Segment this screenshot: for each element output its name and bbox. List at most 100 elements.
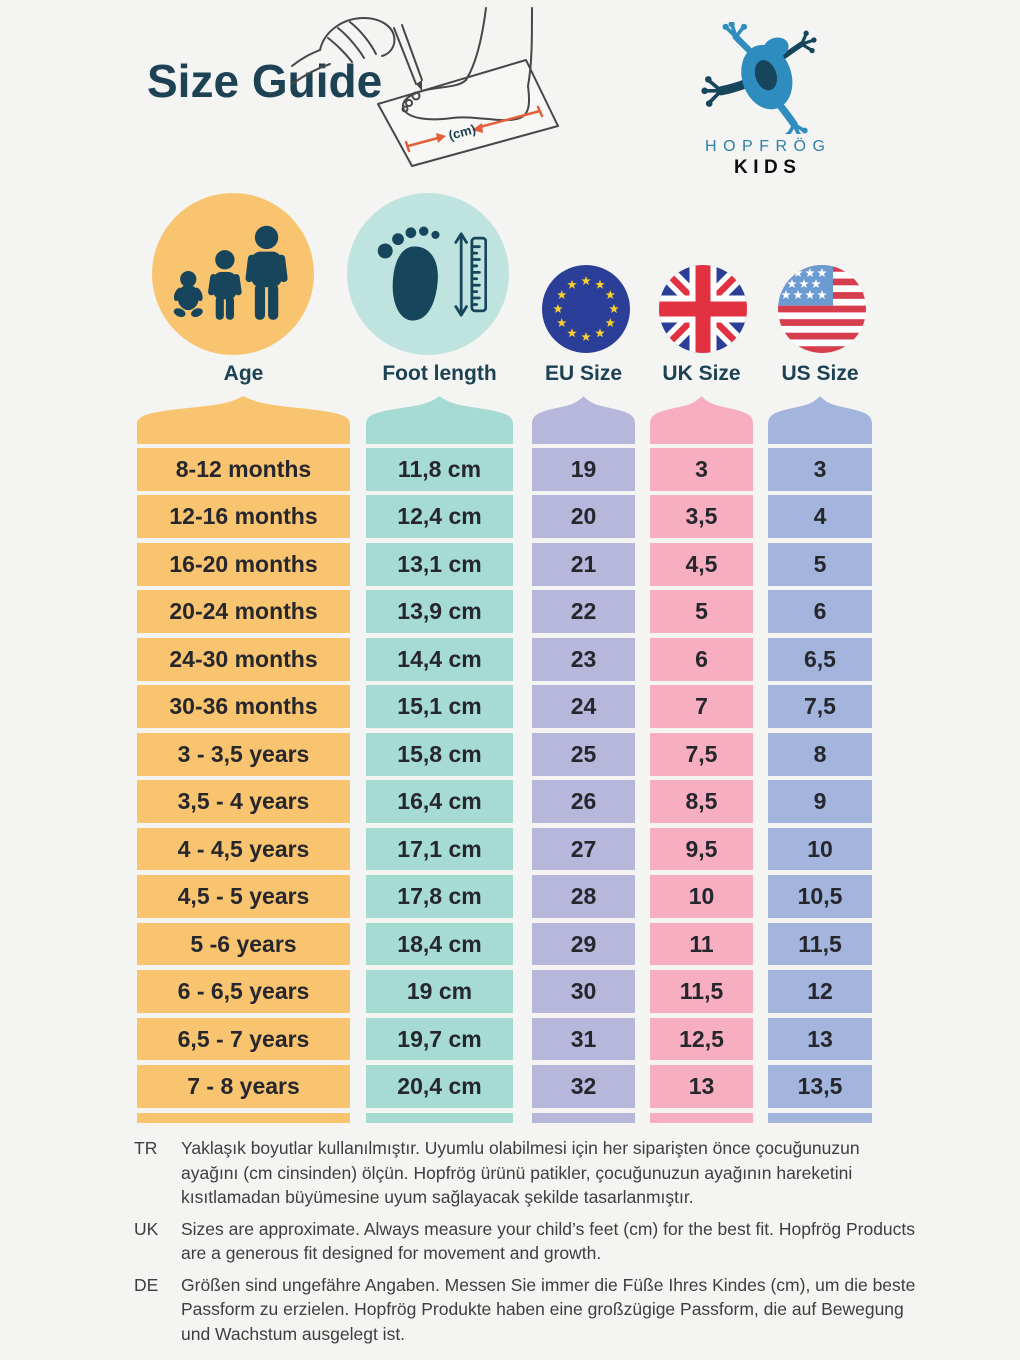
page-title: Size Guide (147, 55, 383, 107)
table-cell: 3,5 - 4 years (137, 780, 350, 823)
brand-subname: KIDS (734, 157, 802, 178)
table-cell-value: 16-20 months (169, 550, 318, 577)
table-cell-value: 9 (813, 788, 827, 815)
table-cell: 18,4 cm (366, 922, 513, 966)
table-cell-value: 17,8 cm (397, 883, 482, 910)
table-cell-value: 22 (570, 598, 597, 625)
uk-flag-badge (659, 265, 747, 353)
us-flag-badge (778, 265, 866, 353)
table-cell-value: 7,5 (685, 740, 718, 767)
table-cell: 28 (532, 875, 635, 918)
brand-logo: HOPFRÖG KIDS (685, 22, 845, 179)
table-cell: 10 (768, 827, 872, 871)
table-cell-value: 20,4 cm (397, 1073, 482, 1100)
table-cell-value: 24-30 months (169, 645, 318, 672)
table-cell: 3 (650, 448, 753, 491)
table-cell: 7 (650, 685, 753, 729)
footnote-de: DE Größen sind ungefähre Angaben. Messen… (134, 1273, 929, 1347)
column-arch (768, 396, 872, 444)
column-partial-row (532, 1112, 635, 1123)
table-cell: 20-24 months (137, 590, 350, 634)
table-cell: 16,4 cm (366, 780, 513, 823)
table-cell-value: 4 (813, 503, 827, 530)
footnote-text: Yaklaşık boyutlar kullanılmıştır. Uyumlu… (181, 1138, 860, 1207)
table-cell: 13,9 cm (366, 590, 513, 634)
measuring-sketch-icon: (cm) (291, 7, 559, 167)
table-cell: 7,5 (650, 732, 753, 776)
column-header-us-size: US Size (781, 362, 859, 385)
eu-flag-badge (542, 265, 630, 353)
eu-flag-icon (542, 265, 630, 353)
table-cell: 10 (650, 875, 753, 918)
table-cell: 19,7 cm (366, 1017, 513, 1061)
table-cell: 27 (532, 827, 635, 871)
table-cell: 6 - 6,5 years (137, 970, 350, 1013)
table-cell: 9 (768, 780, 872, 823)
table-cell-value: 15,1 cm (397, 693, 482, 720)
column-cells-eu: 19 20 21 22 23 24 25 26 27 28 29 30 31 32 (532, 448, 635, 1108)
table-cell: 19 cm (366, 970, 513, 1013)
table-cell-value: 21 (570, 550, 597, 577)
table-cell: 11,5 (768, 922, 872, 966)
table-cell: 5 -6 years (137, 922, 350, 966)
table-cell-value: 13,1 cm (397, 550, 482, 577)
table-cell-value: 15,8 cm (397, 740, 482, 767)
table-cell: 12,5 (650, 1017, 753, 1061)
table-cell-value: 8 (813, 740, 827, 767)
table-cell-value: 17,1 cm (397, 835, 482, 862)
table-cell-value: 13,5 (797, 1073, 843, 1100)
table-cell-value: 12,5 (679, 1025, 724, 1052)
table-cell-value: 4 - 4,5 years (177, 835, 310, 862)
table-cell-value: 10 (688, 883, 715, 910)
column-arch (650, 396, 753, 444)
column-cells-uk: 3 3,5 4,5 5 6 7 7,5 8,5 9,5 10 11 11,5 12,5 13 (650, 448, 753, 1108)
table-cell-value: 3 (813, 455, 827, 482)
column-cells-us: 3 4 5 6 6,5 7,5 8 9 10 10,5 11,5 12 13 13,5 (768, 448, 872, 1108)
table-cell: 12-16 months (137, 495, 350, 539)
table-cell: 17,1 cm (366, 827, 513, 871)
column-partial-row (366, 1112, 513, 1123)
table-cell-value: 13,9 cm (397, 598, 482, 625)
table-cell: 4,5 - 5 years (137, 875, 350, 918)
foot-measuring-illustration: (cm) (290, 6, 582, 181)
uk-flag-icon (659, 265, 747, 353)
table-cell: 17,8 cm (366, 875, 513, 918)
table-column-eu-size: 19 20 21 22 23 24 25 26 27 28 29 30 31 32 (532, 394, 635, 1123)
footnote-tr: TR Yaklaşık boyutlar kullanılmıştır. Uyu… (134, 1136, 929, 1210)
table-cell-value: 20 (570, 503, 597, 530)
table-cell: 8-12 months (137, 448, 350, 491)
table-cell-value: 18,4 cm (397, 930, 482, 957)
table-cell: 11,5 (650, 970, 753, 1013)
table-cell-value: 6 - 6,5 years (177, 978, 310, 1005)
cm-unit-label: (cm) (447, 121, 477, 143)
table-cell-value: 7,5 (804, 693, 836, 720)
table-cell-value: 25 (570, 740, 597, 767)
table-cell-value: 3 - 3,5 years (177, 740, 310, 767)
table-cell: 11 (650, 922, 753, 966)
table-cell-value: 19 cm (406, 978, 473, 1005)
table-cell: 6 (768, 590, 872, 634)
foot-measure-icon (377, 225, 487, 321)
table-cell-value: 11,8 cm (397, 455, 482, 482)
table-cell: 4 - 4,5 years (137, 827, 350, 871)
table-cell: 23 (532, 637, 635, 681)
column-arch (532, 396, 635, 444)
table-column-uk-size: 3 3,5 4,5 5 6 7 7,5 8,5 9,5 10 11 11,5 12,5 13 (650, 394, 753, 1123)
table-cell-value: 11,5 (679, 978, 724, 1005)
table-cell-value: 28 (570, 883, 597, 910)
table-cell: 3 (768, 448, 872, 491)
table-cell: 32 (532, 1065, 635, 1108)
table-cell: 14,4 cm (366, 637, 513, 681)
table-cell-value: 12-16 months (169, 503, 318, 530)
column-arch (137, 396, 350, 444)
table-cell-value: 6 (813, 598, 827, 625)
table-cell-value: 11 (689, 930, 714, 957)
table-cell-value: 29 (570, 930, 597, 957)
table-cell-value: 6 (695, 645, 708, 672)
table-cell: 22 (532, 590, 635, 634)
table-cell-value: 23 (570, 645, 597, 672)
table-cell: 9,5 (650, 827, 753, 871)
table-cell-value: 20-24 months (169, 598, 318, 625)
table-cell-value: 31 (570, 1025, 597, 1052)
